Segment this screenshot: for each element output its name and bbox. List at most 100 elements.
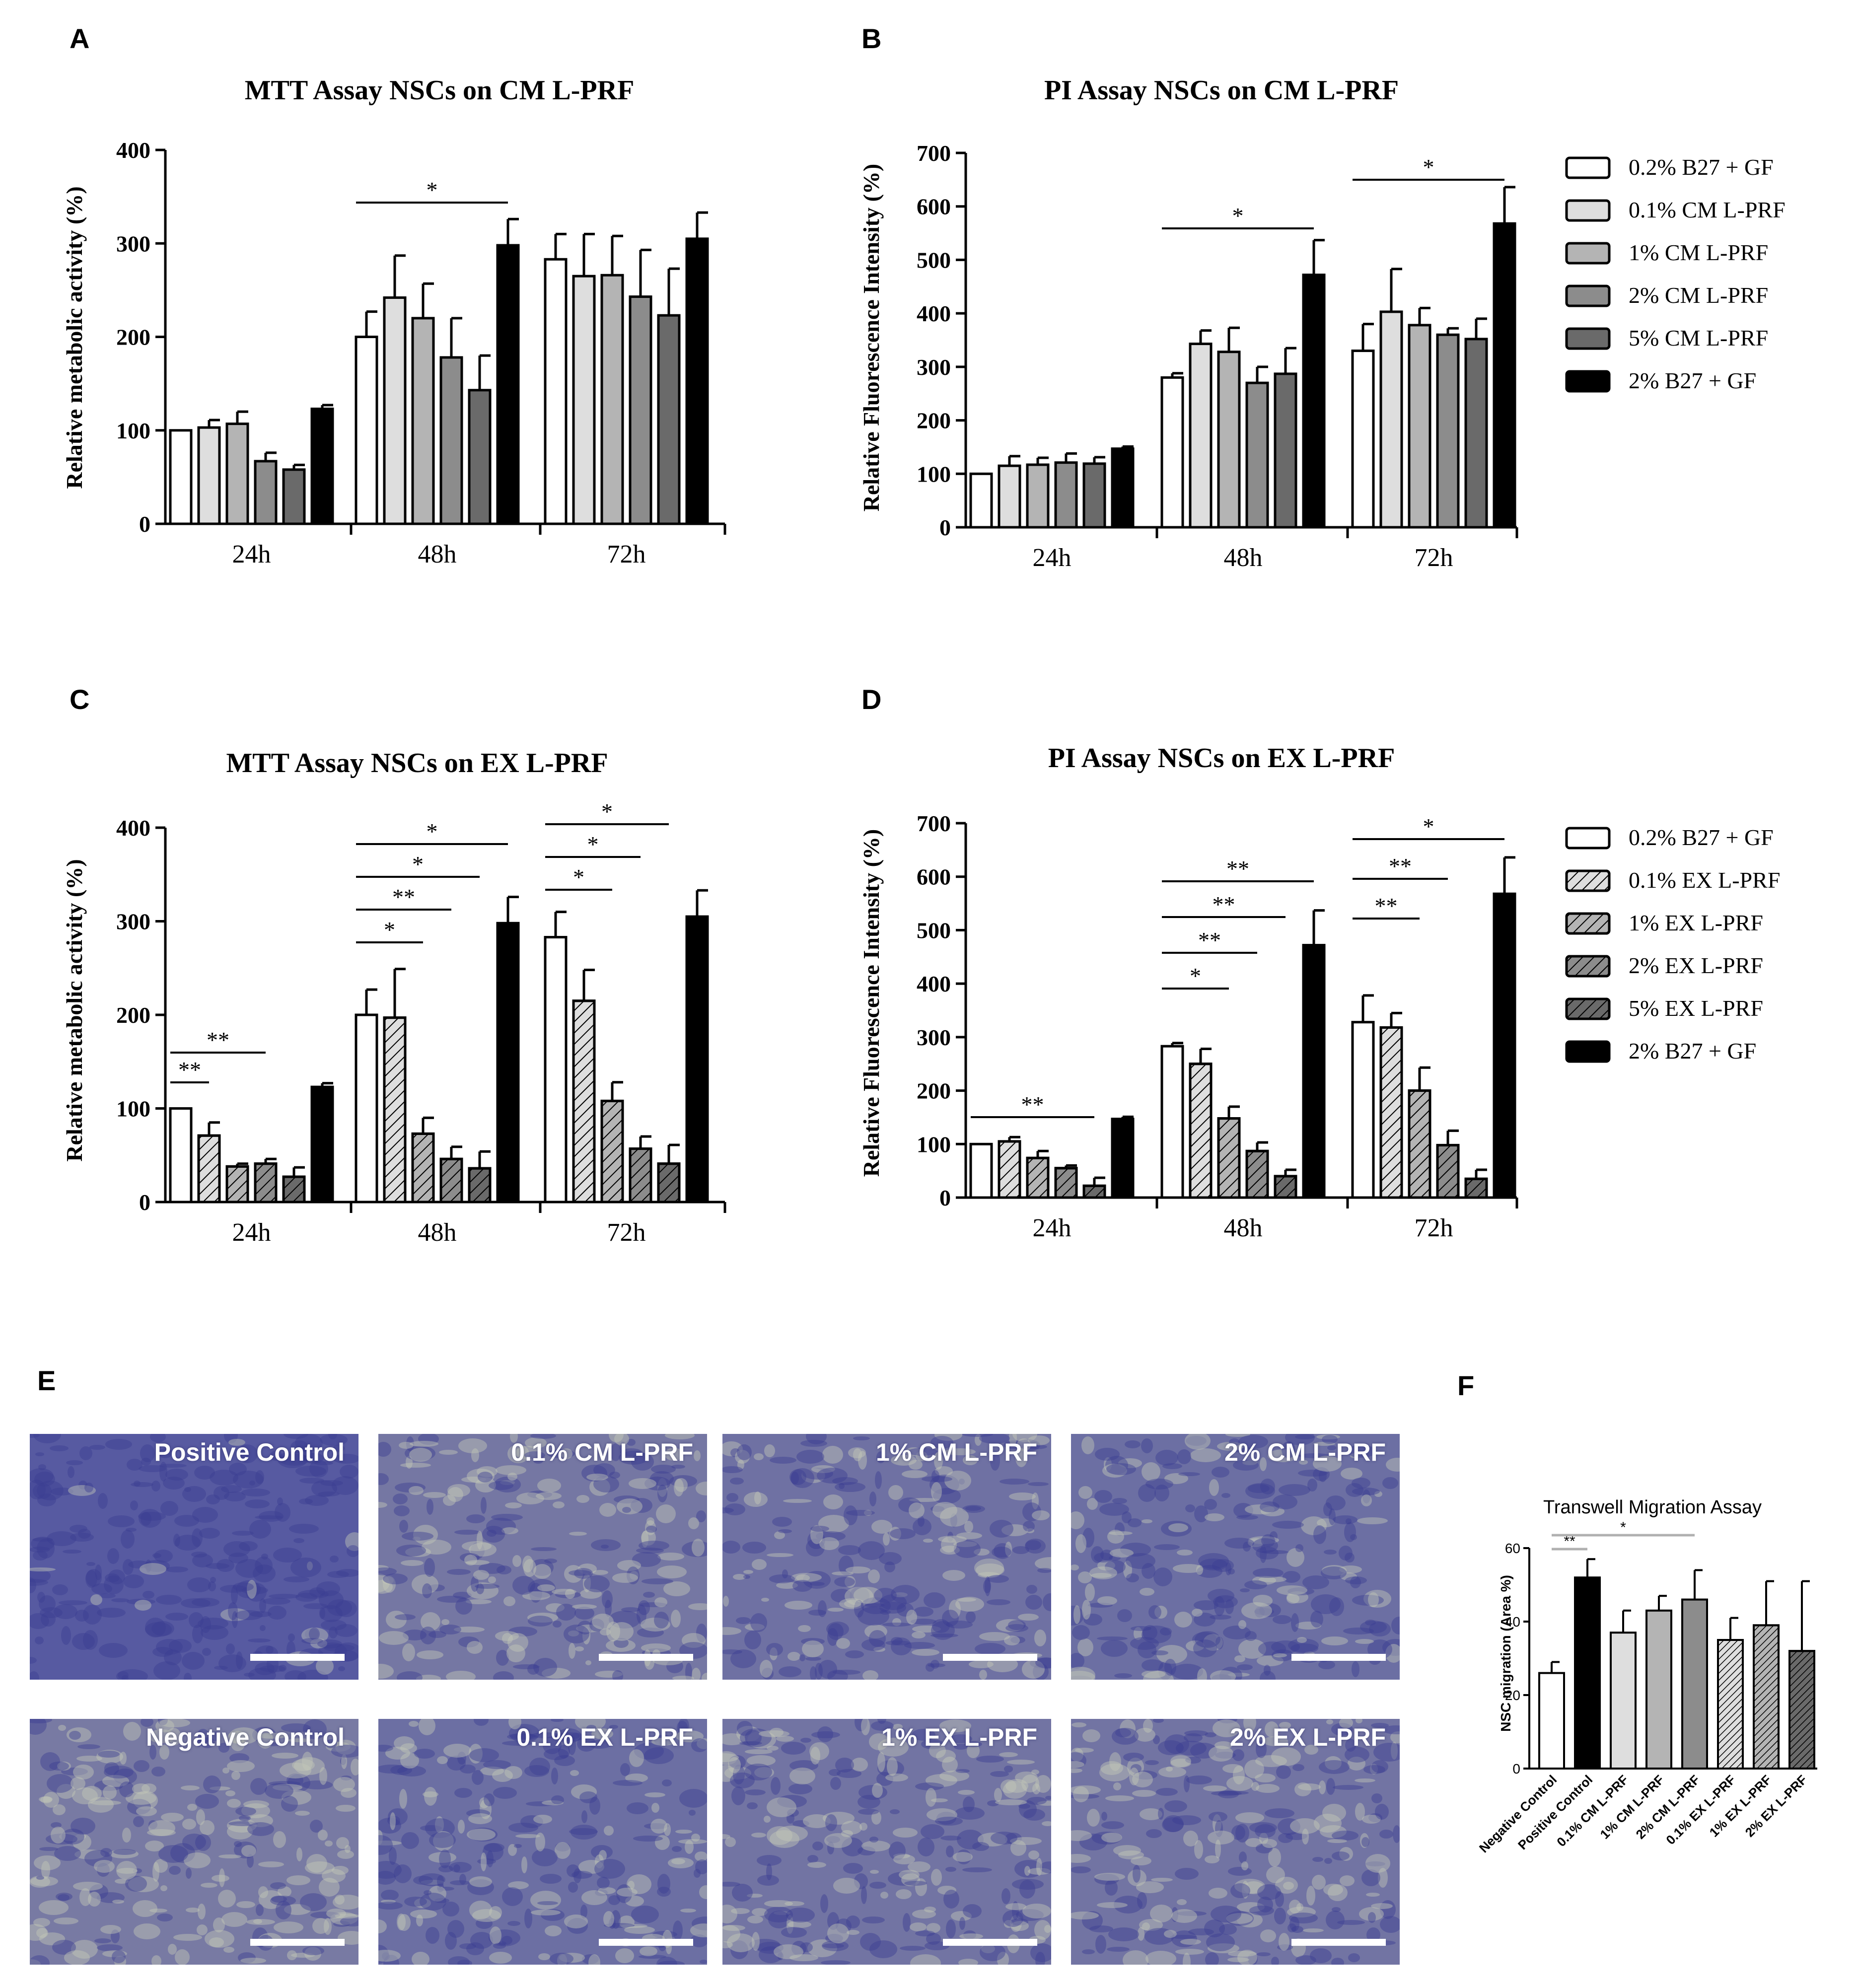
- bar: [1436, 333, 1460, 529]
- y-tick-label: 200: [917, 1078, 951, 1104]
- bar: [1245, 381, 1269, 529]
- significance-label: **: [1226, 856, 1249, 881]
- x-category-label: 48h: [1224, 1214, 1263, 1242]
- legend-swatch-hatch: [1565, 955, 1611, 978]
- y-tick-label: 0: [139, 1190, 150, 1215]
- bar: [685, 237, 709, 525]
- x-category-label: 2% CM L-PRF: [1633, 1772, 1703, 1842]
- legend-swatch: [1565, 156, 1611, 179]
- chart-c: MTT Assay NSCs on EX L-PRF Relative meta…: [62, 748, 726, 1247]
- bar: [1464, 338, 1488, 529]
- chart-d-title: PI Assay NSCs on EX L-PRF: [1048, 743, 1395, 774]
- y-tick-label: 200: [116, 325, 150, 350]
- chart-a-ylabel: Relative metabolic activity (%): [62, 186, 87, 489]
- y-tick-label: 600: [917, 864, 951, 890]
- bar-hatch: [225, 1165, 249, 1204]
- bar: [1681, 1598, 1708, 1770]
- legend-label: 5% EX L-PRF: [1629, 995, 1763, 1021]
- significance-label: **: [1021, 1092, 1044, 1117]
- bar-hatch: [1717, 1639, 1744, 1770]
- bar-hatch: [1436, 1143, 1460, 1199]
- panel-label-e: E: [37, 1365, 56, 1396]
- bar: [1574, 1576, 1601, 1770]
- chart-a-title: MTT Assay NSCs on CM L-PRF: [245, 75, 635, 106]
- chart-a-plot: 0 100 200 300 400 24h 48h 72h *: [116, 138, 726, 568]
- significance-label: *: [587, 832, 599, 857]
- y-tick-label: 100: [917, 1132, 951, 1157]
- x-category-label: 72h: [607, 1218, 646, 1247]
- legend-label: 0.1% EX L-PRF: [1629, 867, 1780, 893]
- bar-hatch: [1026, 1156, 1050, 1199]
- significance-label: *: [384, 917, 395, 942]
- significance-label: *: [1423, 154, 1434, 180]
- bar: [1111, 1118, 1135, 1199]
- y-tick-label: 500: [917, 247, 951, 273]
- chart-c-ylabel: Relative metabolic activity (%): [62, 859, 87, 1161]
- chart-d: PI Assay NSCs on EX L-PRF Relative Fluor…: [858, 743, 1518, 1242]
- bar: [1082, 462, 1106, 529]
- legend-swatch: [1565, 327, 1611, 350]
- x-category-label: 48h: [418, 1218, 457, 1247]
- bar: [1493, 222, 1516, 529]
- bar-hatch: [998, 1140, 1021, 1199]
- bar: [1302, 274, 1326, 529]
- bar-hatch: [1408, 1089, 1431, 1199]
- chart-b-title: PI Assay NSCs on CM L-PRF: [1044, 75, 1399, 106]
- legend-label: 0.1% CM L-PRF: [1629, 197, 1786, 222]
- legend-cm: 0.2% B27 + GF 0.1% CM L-PRF 1% CM L-PRF 2% …: [1565, 154, 1786, 393]
- bar: [1351, 1021, 1375, 1199]
- panel-label-f: F: [1457, 1370, 1474, 1401]
- y-tick-label: 300: [116, 231, 150, 256]
- chart-a: MTT Assay NSCs on CM L-PRF Relative meta…: [62, 75, 726, 568]
- bar: [355, 1013, 378, 1204]
- bar: [1610, 1632, 1637, 1770]
- significance-label: **: [178, 1057, 201, 1082]
- bar-hatch: [1217, 1117, 1241, 1199]
- bar-hatch: [383, 1016, 407, 1204]
- bar: [998, 464, 1021, 529]
- significance-label: *: [1232, 203, 1244, 228]
- x-category-label: 24h: [1033, 544, 1072, 572]
- bar: [310, 1085, 334, 1204]
- y-tick-label: 0: [1512, 1761, 1520, 1776]
- y-tick-label: 300: [917, 1025, 951, 1050]
- bar: [197, 426, 221, 525]
- bar: [1379, 310, 1403, 529]
- bar: [969, 472, 993, 529]
- panel-label-c: C: [70, 684, 89, 715]
- panel-label-a: A: [70, 23, 89, 54]
- y-tick-label: 0: [939, 515, 951, 540]
- bar: [544, 936, 568, 1204]
- bar: [685, 915, 709, 1204]
- significance-label: *: [427, 177, 438, 203]
- significance-label: **: [1198, 927, 1221, 953]
- significance-label: *: [1423, 814, 1434, 839]
- legend-swatch: [1565, 199, 1611, 222]
- legend-swatch-hatch: [1565, 997, 1611, 1020]
- bar: [1493, 892, 1516, 1199]
- legend-swatch: [1565, 1040, 1611, 1063]
- x-category-label: 1% EX L-PRF: [1707, 1772, 1775, 1840]
- bar: [1189, 343, 1213, 529]
- y-tick-label: 500: [917, 918, 951, 943]
- bar-hatch: [1245, 1149, 1269, 1199]
- bar: [496, 922, 520, 1204]
- legend-label: 0.2% B27 + GF: [1629, 154, 1774, 180]
- significance-label: *: [427, 819, 438, 844]
- y-tick-label: 400: [116, 138, 150, 163]
- y-tick-label: 400: [116, 815, 150, 841]
- chart-c-title: MTT Assay NSCs on EX L-PRF: [226, 748, 608, 779]
- y-tick-label: 0: [139, 511, 150, 537]
- legend-swatch: [1565, 242, 1611, 265]
- legend-label: 5% CM L-PRF: [1629, 325, 1768, 351]
- y-tick-label: 600: [917, 194, 951, 219]
- y-tick-label: 100: [917, 461, 951, 487]
- y-tick-label: 700: [917, 811, 951, 836]
- bar: [1302, 944, 1326, 1199]
- bar-hatch: [657, 1162, 681, 1204]
- legend-label: 1% CM L-PRF: [1629, 240, 1768, 265]
- panel-label-b: B: [861, 23, 881, 54]
- significance-label: **: [1213, 892, 1235, 917]
- chart-f: Transwell Migration Assay NSC migration …: [1476, 1497, 1817, 1855]
- significance-label: **: [1389, 853, 1412, 879]
